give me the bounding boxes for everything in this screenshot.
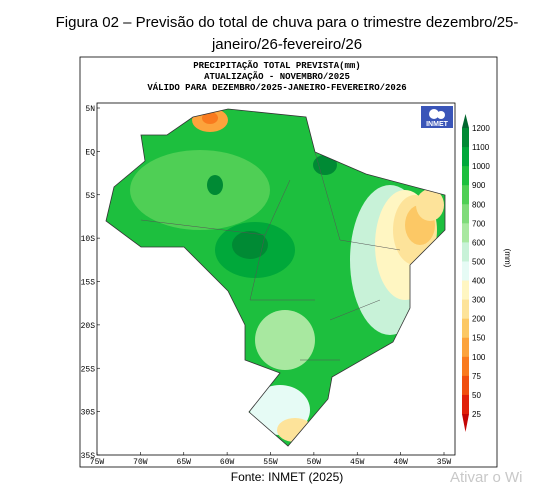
lat-label: 5N xyxy=(85,105,95,114)
lat-label: 30S xyxy=(81,409,96,418)
legend-swatch xyxy=(462,261,469,282)
legend-label: 200 xyxy=(472,315,486,324)
lon-label: 40W xyxy=(393,458,408,467)
legend-unit: (mm) xyxy=(503,249,512,268)
legend-swatch xyxy=(462,337,469,358)
legend-swatch xyxy=(462,375,469,396)
lat-label: EQ xyxy=(85,148,95,157)
lat-label: 10S xyxy=(81,235,96,244)
legend-swatch xyxy=(462,356,469,377)
legend-swatch xyxy=(462,147,469,167)
lat-label: 20S xyxy=(81,322,96,331)
lon-label: 55W xyxy=(263,458,278,467)
legend-swatch xyxy=(462,242,469,262)
legend-label: 1200 xyxy=(472,124,490,133)
legend-label: 600 xyxy=(472,238,486,247)
caption-line: Figura 02 – Previsão do total de chuva p… xyxy=(56,14,519,31)
map-title: PRECIPITAÇÃO TOTAL PREVISTA(mm) xyxy=(193,60,360,71)
legend-label: 500 xyxy=(472,257,486,266)
legend-label: 400 xyxy=(472,277,486,286)
lat-label: 5S xyxy=(85,192,95,201)
map-title: ATUALIZAÇÃO - NOVEMBRO/2025 xyxy=(204,71,350,82)
lon-label: 35W xyxy=(437,458,452,467)
lon-label: 45W xyxy=(350,458,365,467)
legend-swatch xyxy=(462,128,469,148)
legend-label: 25 xyxy=(472,410,481,419)
legend-swatch xyxy=(462,394,469,415)
legend-label: 100 xyxy=(472,353,486,362)
legend-label: 1000 xyxy=(472,162,490,171)
lon-label: 65W xyxy=(177,458,192,467)
legend-swatch xyxy=(462,204,469,224)
brazil-map xyxy=(105,108,446,447)
legend-swatch xyxy=(462,318,469,339)
lat-label: 25S xyxy=(81,365,96,374)
lon-label: 50W xyxy=(307,458,322,467)
caption-line: janeiro/26-fevereiro/26 xyxy=(211,36,362,53)
lat-label: 15S xyxy=(81,279,96,288)
watermark: Ativar o Wi xyxy=(450,469,523,485)
legend-label: 1100 xyxy=(472,143,490,152)
legend-swatch xyxy=(462,185,469,205)
legend-arrow-top xyxy=(462,114,469,128)
lon-label: 70W xyxy=(133,458,148,467)
legend-label: 300 xyxy=(472,296,486,305)
legend-label: 800 xyxy=(472,200,486,209)
legend-label: 50 xyxy=(472,391,481,400)
legend-arrow-bottom xyxy=(462,414,469,432)
inmet-logo: INMET xyxy=(421,106,453,128)
legend-label: 75 xyxy=(472,372,481,381)
map-title: VÁLIDO PARA DEZEMBRO/2025-JANEIRO-FEVERE… xyxy=(147,82,406,93)
legend-swatch xyxy=(462,223,469,243)
source: Fonte: INMET (2025) xyxy=(231,470,344,484)
lat-label: 35S xyxy=(81,452,96,461)
legend-label: 700 xyxy=(472,219,486,228)
lon-label: 75W xyxy=(90,458,105,467)
legend-label: 900 xyxy=(472,181,486,190)
legend-label: 150 xyxy=(472,334,486,343)
legend-swatch xyxy=(462,166,469,186)
legend-swatch xyxy=(462,299,469,320)
logo-text: INMET xyxy=(426,121,449,128)
lon-label: 60W xyxy=(220,458,235,467)
legend-swatch xyxy=(462,280,469,301)
